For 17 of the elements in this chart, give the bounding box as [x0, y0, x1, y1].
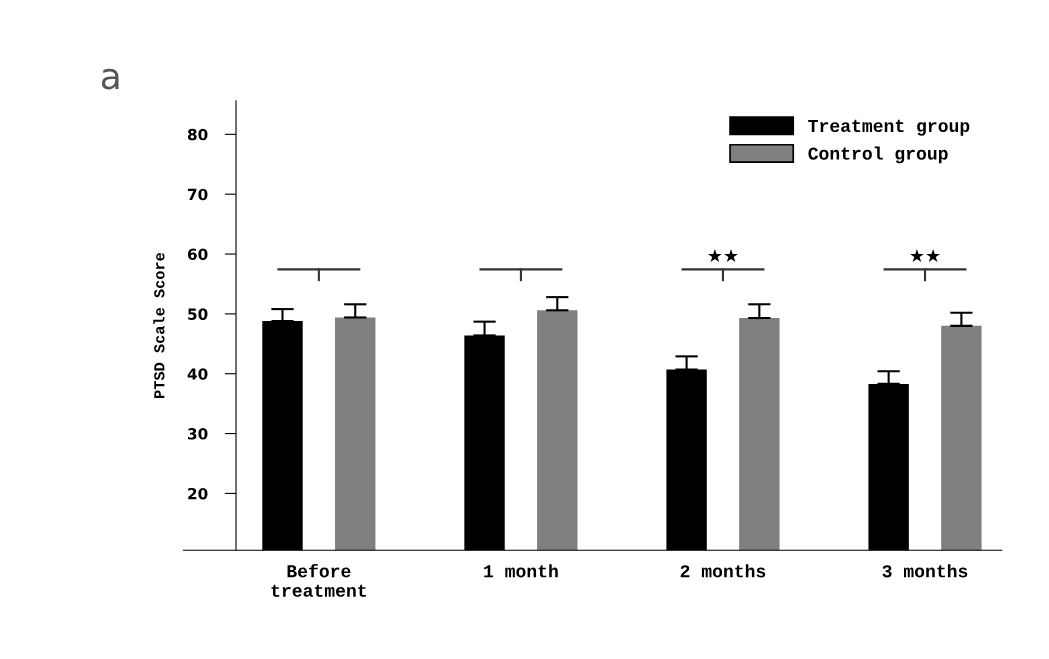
y-tick-label: 50	[188, 308, 208, 320]
text: a	[101, 68, 119, 90]
y-tick-label: 60	[187, 248, 208, 261]
y-tick-label: 30	[188, 428, 208, 440]
x-tick-label: Before treatment	[271, 563, 366, 597]
y-tick-label: 80	[187, 128, 208, 141]
y-tick-label: 20	[188, 487, 208, 500]
y-tick-label: 70	[188, 188, 208, 201]
x-tick-label: 1 month	[484, 564, 558, 578]
x-tick-label: 2 months	[680, 564, 766, 578]
annotation: ★★	[910, 248, 941, 263]
y-axis-title: PTSD Scale Score	[153, 252, 165, 398]
x-tick-label: 3 months	[882, 564, 968, 578]
annotation: ★★	[707, 248, 738, 263]
y-tick-label: 40	[187, 368, 208, 380]
legend-label: Control group	[808, 146, 948, 164]
legend-label: Treatment group	[808, 119, 970, 136]
